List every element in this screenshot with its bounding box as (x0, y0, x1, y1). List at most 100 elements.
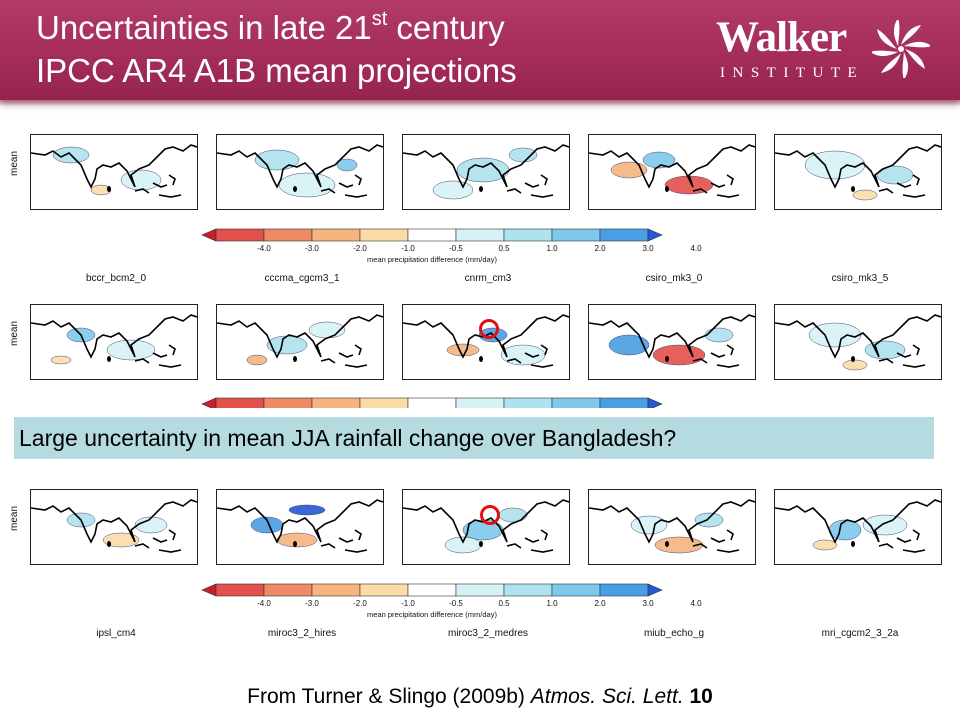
model-label: cnrm_cm3 (464, 273, 512, 284)
rainfall-contour (456, 157, 510, 183)
coastline (775, 314, 941, 359)
colorbar-tick-label: -0.5 (449, 244, 463, 253)
rainfall-contour (704, 327, 734, 343)
map-svg (31, 499, 197, 553)
bangladesh-highlight-circle (480, 505, 500, 525)
map-svg (217, 314, 383, 368)
logo-subtitle: INSTITUTE (720, 65, 865, 81)
sri-lanka (107, 541, 111, 547)
colorbar-segment (407, 228, 457, 242)
coastline (403, 144, 569, 189)
model-label: bccr_bcm2_0 (85, 273, 147, 284)
sri-lanka (293, 356, 297, 362)
colorbar-svg (201, 397, 663, 408)
colorbar-tick-label: -1.0 (401, 599, 415, 608)
row-label-text: mean (9, 320, 20, 346)
rainfall-contour (608, 334, 650, 356)
colorbar-segment (503, 583, 553, 597)
colorbar-tick-label: 1.0 (546, 599, 558, 608)
colorbar-tick-label: -4.0 (257, 599, 271, 608)
rainfall-contour (266, 335, 308, 355)
model-label: ipsl_cm4 (96, 628, 136, 639)
colorbar-end-high (647, 228, 663, 242)
rainfall-contour (336, 158, 358, 172)
rainfall-contour (432, 180, 474, 200)
colorbar-tick-label: -3.0 (305, 244, 319, 253)
map-panel (30, 304, 198, 380)
rainfall-contour (804, 150, 866, 180)
callout-question: Large uncertainty in mean JJA rainfall c… (14, 417, 934, 459)
sri-lanka (293, 541, 297, 547)
map-svg (31, 144, 197, 198)
model-label: miroc3_2_medres (447, 628, 529, 639)
map-panel (774, 304, 942, 380)
sri-lanka (851, 186, 855, 192)
colorbar-segment (503, 228, 553, 242)
islands (692, 344, 740, 368)
islands (320, 174, 368, 198)
coastline (31, 499, 197, 544)
rainfall-contour (102, 532, 140, 548)
islands (878, 174, 926, 198)
colorbar-segment (359, 397, 409, 408)
colorbar: -4.0 -3.0 -2.0 -1.0 -0.5 0.5 1.0 2.0 3.0 4.0 mean … (200, 225, 760, 265)
coastline (589, 314, 755, 359)
sri-lanka (665, 541, 669, 547)
rainfall-contour (694, 512, 724, 528)
rainfall-contour (446, 343, 480, 357)
colorbar-segment (311, 397, 361, 408)
rainfall-contour (610, 161, 648, 179)
title-line-1-text: Uncertainties in late 21 (36, 9, 372, 46)
citation-journal: Atmos. Sci. Lett. (530, 685, 684, 708)
citation-volume: 10 (689, 685, 713, 708)
colorbar-segment (407, 397, 457, 408)
logo-wordmark: Walker (716, 14, 847, 61)
rainfall-contour (444, 536, 482, 554)
map-panel (216, 489, 384, 565)
sri-lanka (107, 186, 111, 192)
colorbar-end-high (647, 583, 663, 597)
model-label: csiro_mk3_5 (831, 273, 889, 284)
colorbar-segment (503, 397, 553, 408)
colorbar-tick-label: 2.0 (594, 599, 606, 608)
slide-title: Uncertainties in late 21st century IPCC … (36, 6, 517, 92)
rainfall-contour (852, 189, 878, 201)
colorbar-end-low (201, 397, 217, 408)
colorbar-partial (200, 394, 760, 408)
colorbar-tick-label: -2.0 (353, 244, 367, 253)
rainfall-contour (246, 354, 268, 366)
precipitation-figure: mean -4.0 -3.0 -2.0 -1.0 -0.5 0.5 1.0 2.0 3.0 4.0… (0, 110, 960, 650)
rainfall-contour (120, 169, 162, 191)
colorbar-tick-label: 4.0 (690, 599, 702, 608)
colorbar-tick-label: 3.0 (642, 244, 654, 253)
model-label: csiro_mk3_0 (645, 273, 703, 284)
colorbar-segment (263, 228, 313, 242)
colorbar-segment (455, 228, 505, 242)
rainfall-contour (642, 151, 676, 169)
coastline (775, 499, 941, 544)
colorbar-segment (599, 583, 649, 597)
colorbar-tick-label: 0.5 (498, 244, 510, 253)
coastline (217, 499, 383, 544)
colorbar-tick-label: -0.5 (449, 599, 463, 608)
islands (878, 529, 926, 553)
map-svg (589, 314, 755, 368)
colorbar-tick-label: -4.0 (257, 244, 271, 253)
islands (878, 344, 926, 368)
colorbar-segment (263, 583, 313, 597)
colorbar-segment (455, 583, 505, 597)
islands (692, 529, 740, 553)
sri-lanka (293, 186, 297, 192)
map-svg (403, 314, 569, 368)
sri-lanka (851, 356, 855, 362)
title-line-1-end: century (387, 9, 505, 46)
map-svg (31, 314, 197, 368)
rainfall-contour (50, 355, 72, 365)
row-label: mean (9, 501, 23, 541)
row-label: mean (9, 146, 23, 186)
colorbar-svg: -4.0 -3.0 -2.0 -1.0 -0.5 0.5 1.0 2.0 3.0 4.0 mean … (201, 583, 702, 619)
colorbar-tick-label: -2.0 (353, 599, 367, 608)
map-svg (217, 499, 383, 553)
title-line-2: IPCC AR4 A1B mean projections (36, 52, 517, 89)
islands (134, 529, 182, 553)
